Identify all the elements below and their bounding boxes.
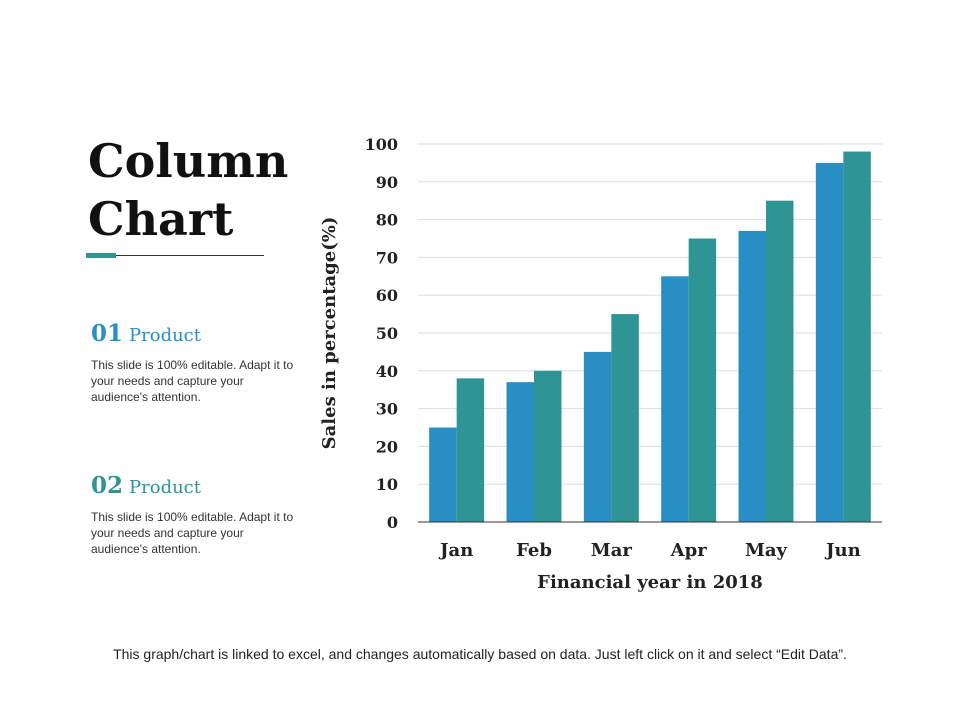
bar bbox=[429, 427, 457, 522]
y-tick-label: 0 bbox=[387, 513, 398, 532]
title-underline bbox=[88, 255, 264, 256]
y-tick-label: 90 bbox=[376, 173, 398, 192]
slide-title: Column Chart bbox=[88, 134, 289, 246]
y-axis-title: Sales in percentage(%) bbox=[319, 217, 340, 450]
title-accent-bar bbox=[86, 253, 116, 258]
x-tick-label: May bbox=[745, 540, 788, 561]
x-tick-label: Jan bbox=[438, 540, 473, 561]
product-number-2: 02 bbox=[91, 472, 124, 499]
product-description-1: This slide is 100% editable. Adapt it to… bbox=[91, 358, 294, 404]
y-tick-label: 80 bbox=[376, 211, 398, 230]
product-label-1: Product bbox=[129, 325, 201, 346]
product-number-1: 01 bbox=[91, 320, 124, 347]
bar bbox=[611, 314, 639, 522]
y-tick-label: 40 bbox=[376, 362, 398, 381]
product-label-2: Product bbox=[129, 477, 201, 498]
x-tick-label: Feb bbox=[516, 540, 552, 561]
y-tick-label: 70 bbox=[376, 248, 398, 267]
x-tick-label: Mar bbox=[591, 540, 633, 561]
product-block-1: 01 Product This slide is 100% editable. A… bbox=[91, 320, 303, 405]
bar bbox=[688, 238, 717, 522]
bar bbox=[815, 162, 844, 522]
bar bbox=[583, 351, 612, 522]
product-block-2: 02 Product This slide is 100% editable. A… bbox=[91, 472, 303, 557]
y-tick-label: 30 bbox=[376, 400, 398, 419]
y-tick-label: 50 bbox=[376, 324, 398, 343]
footer-note: This graph/chart is linked to excel, and… bbox=[113, 646, 847, 662]
bar bbox=[506, 382, 534, 522]
bar bbox=[661, 276, 689, 522]
y-tick-label: 100 bbox=[365, 135, 398, 154]
bar bbox=[843, 151, 871, 522]
bar bbox=[534, 370, 562, 522]
x-axis-title: Financial year in 2018 bbox=[537, 572, 763, 593]
product-heading-2: 02 Product bbox=[91, 472, 303, 499]
y-tick-label: 10 bbox=[376, 475, 398, 494]
product-heading-1: 01 Product bbox=[91, 320, 303, 347]
x-tick-label: Jun bbox=[824, 540, 861, 561]
product-description-2: This slide is 100% editable. Adapt it to… bbox=[91, 510, 294, 556]
bar bbox=[456, 378, 485, 522]
y-tick-label: 20 bbox=[376, 437, 398, 456]
bar bbox=[738, 230, 766, 522]
y-tick-label: 60 bbox=[376, 286, 398, 305]
x-tick-label: Apr bbox=[670, 540, 708, 561]
bar bbox=[766, 200, 794, 522]
